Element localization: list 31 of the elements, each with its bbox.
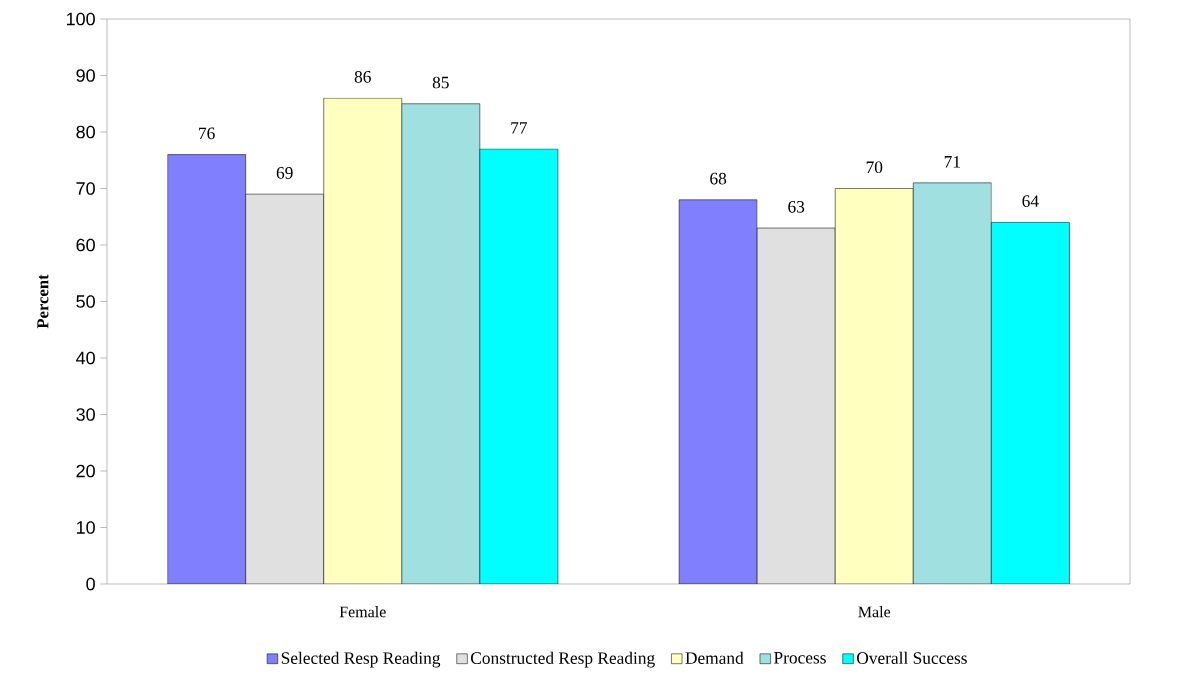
y-tick-label: 50: [76, 295, 95, 308]
y-axis-title: Percent: [37, 274, 49, 329]
y-tick-label: 10: [76, 521, 95, 534]
data-label: 86: [354, 71, 371, 83]
y-tick-label: 0: [86, 577, 95, 591]
legend-label: Overall Success: [857, 651, 967, 664]
y-tick-label: 30: [76, 408, 95, 421]
data-label: 69: [276, 167, 293, 179]
data-label: 64: [1022, 195, 1039, 208]
y-tick-label: 20: [76, 464, 95, 478]
data-label: 63: [788, 201, 805, 213]
y-tick-label: 40: [76, 351, 95, 365]
legend-label: Constructed Resp Reading: [471, 651, 655, 668]
data-label: 71: [944, 156, 960, 168]
y-tick-label: 60: [76, 238, 95, 252]
data-label: 76: [199, 127, 215, 140]
legend-label: Process: [774, 652, 826, 664]
data-label: 85: [432, 76, 449, 89]
legend-label: Demand: [685, 651, 744, 664]
data-label: 77: [511, 122, 528, 134]
x-tick-label: Male: [858, 606, 891, 618]
data-label: 70: [866, 161, 883, 174]
bar: [245, 193, 324, 584]
data-label: 68: [710, 172, 727, 185]
x-tick-label: Female: [339, 606, 386, 618]
y-tick-label: 80: [76, 125, 95, 139]
y-tick-label: 90: [76, 69, 95, 82]
legend-label: Selected Resp Reading: [281, 651, 441, 668]
y-tick-label: 70: [76, 182, 95, 195]
bar: [756, 227, 836, 584]
y-tick-label: 100: [66, 12, 95, 26]
